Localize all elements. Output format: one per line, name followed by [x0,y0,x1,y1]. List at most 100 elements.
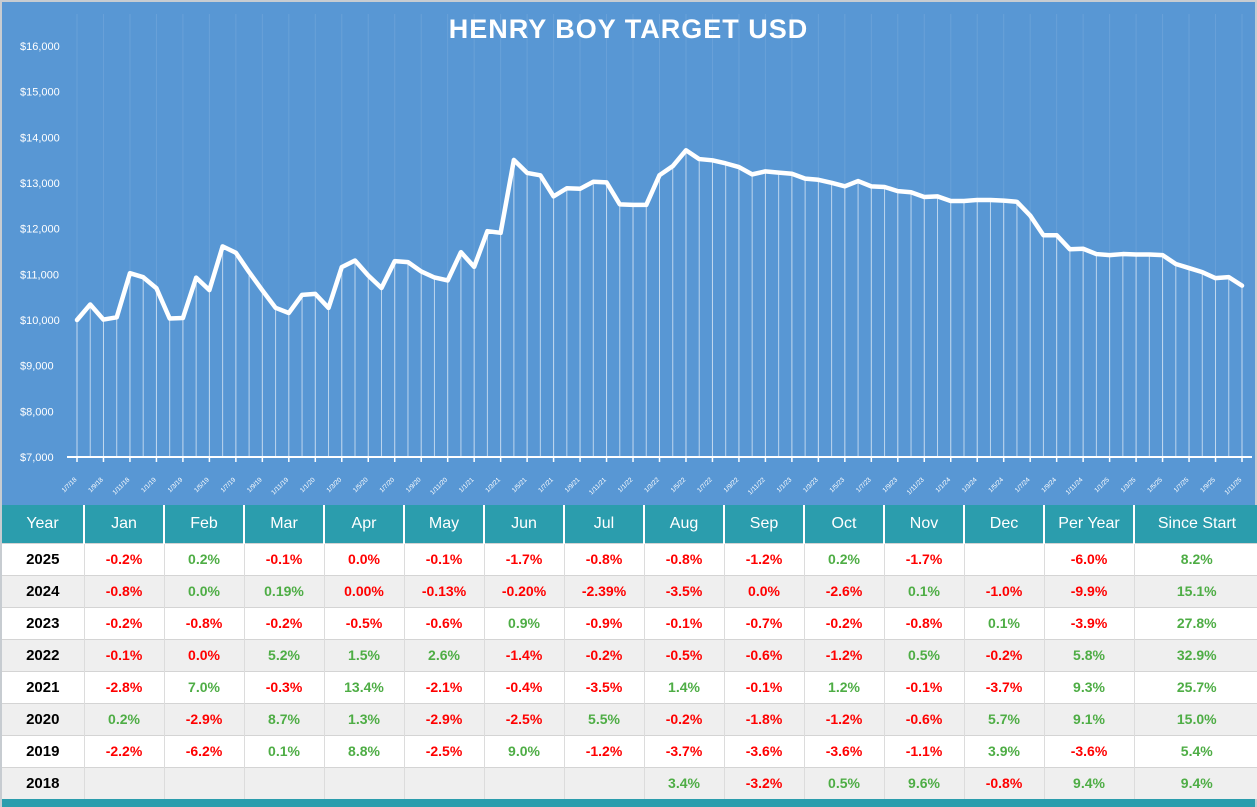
y-tick-label: $11,000 [20,269,59,281]
x-tick-label: 1/9/22 [723,476,741,494]
x-tick-label: 1/7/24 [1014,476,1032,494]
return-cell-2018-apr [324,766,405,799]
column-header-may: May [404,505,485,543]
return-cell-2023-jun: 0.9% [484,606,565,639]
return-cell-2021-since-start: 25.7% [1134,670,1257,703]
equity-chart: HENRY BOY TARGET USD $16,000 $15,000 $14,0… [2,2,1255,505]
x-tick-label: 1/9/18 [87,476,105,494]
x-tick-label: 1/9/21 [564,476,582,494]
year-cell: 2019 [2,734,85,767]
x-axis [67,456,1252,462]
return-cell-2021-oct: 1.2% [804,670,885,703]
return-cell-2020-apr: 1.3% [324,702,405,735]
column-header-since-start: Since Start [1134,505,1257,543]
return-cell-2019-nov: -1.1% [884,734,965,767]
return-cell-2025-feb: 0.2% [164,542,245,575]
table-row-2021: 2021 -2.8% 7.0% -0.3% 13.4% -2.1% -0.4% -3.5% 1.… [2,670,1257,703]
x-tick-label: 1/7/18 [61,476,79,494]
x-tick-label: 1/11/20 [429,476,449,496]
x-tick-label: 1/11/25 [1223,476,1243,496]
return-cell-2018-oct: 0.5% [804,766,885,799]
return-cell-2018-may [404,766,485,799]
return-cell-2018-dec: -0.8% [964,766,1045,799]
table-row-2020: 2020 0.2% -2.9% 8.7% 1.3% -2.9% -2.5% 5.5% -0.2%… [2,702,1257,735]
x-tick-label: 1/3/22 [643,476,661,494]
return-cell-2018-aug: 3.4% [644,766,725,799]
return-cell-2021-feb: 7.0% [164,670,245,703]
drop-lines [76,152,1243,457]
x-tick-label: 1/11/21 [588,476,608,496]
return-cell-2024-sep: 0.0% [724,574,805,607]
return-cell-2021-apr: 13.4% [324,670,405,703]
column-header-mar: Mar [244,505,325,543]
return-cell-2021-sep: -0.1% [724,670,805,703]
return-cell-2019-per-year: -3.6% [1044,734,1135,767]
column-header-per-year: Per Year [1044,505,1135,543]
return-cell-2022-oct: -1.2% [804,638,885,671]
return-cell-2025-may: -0.1% [404,542,485,575]
return-cell-2024-aug: -3.5% [644,574,725,607]
column-header-jan: Jan [84,505,165,543]
x-tick-label: 1/5/25 [1146,476,1164,494]
return-cell-2019-sep: -3.6% [724,734,805,767]
return-cell-2023-jul: -0.9% [564,606,645,639]
return-cell-2025-jul: -0.8% [564,542,645,575]
return-cell-2019-mar: 0.1% [244,734,325,767]
x-tick-label: 1/11/19 [270,476,290,496]
table-row-2024: 2024 -0.8% 0.0% 0.19% 0.00% -0.13% -0.20% -2.39… [2,574,1257,607]
x-tick-label: 1/9/23 [881,476,899,494]
return-cell-2021-dec: -3.7% [964,670,1045,703]
return-cell-2019-jan: -2.2% [84,734,165,767]
year-cell: 2022 [2,638,85,671]
x-tick-label: 1/7/25 [1173,476,1191,494]
x-tick-label: 1/1/24 [934,476,952,494]
x-tick-label: 1/3/25 [1120,476,1138,494]
x-tick-label: 1/3/19 [167,476,185,494]
return-cell-2023-oct: -0.2% [804,606,885,639]
return-cell-2020-jun: -2.5% [484,702,565,735]
return-cell-2025-dec [964,542,1045,575]
return-cell-2023-feb: -0.8% [164,606,245,639]
y-tick-label: $9,000 [20,361,54,373]
return-cell-2018-sep: -3.2% [724,766,805,799]
return-cell-2024-oct: -2.6% [804,574,885,607]
return-cell-2019-may: -2.5% [404,734,485,767]
return-cell-2019-aug: -3.7% [644,734,725,767]
x-tick-label: 1/11/18 [111,476,131,496]
return-cell-2018-since-start: 9.4% [1134,766,1257,799]
x-tick-label: 1/1/23 [776,476,794,494]
return-cell-2024-per-year: -9.9% [1044,574,1135,607]
return-cell-2021-jan: -2.8% [84,670,165,703]
return-cell-2020-may: -2.9% [404,702,485,735]
x-tick-label: 1/3/21 [484,476,502,494]
equity-curve-svg: $16,000 $15,000 $14,000 $13,000 $12,000 $11,0… [20,14,1252,496]
return-cell-2019-dec: 3.9% [964,734,1045,767]
return-cell-2024-mar: 0.19% [244,574,325,607]
return-cell-2025-mar: -0.1% [244,542,325,575]
return-cell-2018-feb [164,766,245,799]
column-header-nov: Nov [884,505,965,543]
return-cell-2024-jun: -0.20% [484,574,565,607]
return-cell-2022-mar: 5.2% [244,638,325,671]
column-header-dec: Dec [964,505,1045,543]
return-cell-2021-aug: 1.4% [644,670,725,703]
return-cell-2018-jun [484,766,565,799]
x-tick-label: 1/11/24 [1065,476,1085,496]
return-cell-2022-sep: -0.6% [724,638,805,671]
return-cell-2025-nov: -1.7% [884,542,965,575]
x-tick-label: 1/1/20 [299,476,317,494]
table-row-2019: 2019 -2.2% -6.2% 0.1% 8.8% -2.5% 9.0% -1.2% -3.7… [2,734,1257,767]
return-cell-2018-jan [84,766,165,799]
return-cell-2025-aug: -0.8% [644,542,725,575]
x-tick-label: 1/1/21 [458,476,476,494]
year-cell: 2020 [2,702,85,735]
return-cell-2025-oct: 0.2% [804,542,885,575]
x-tick-label: 1/1/19 [140,476,158,494]
x-tick-label: 1/9/20 [405,476,423,494]
return-cell-2019-jun: 9.0% [484,734,565,767]
return-cell-2024-since-start: 15.1% [1134,574,1257,607]
return-cell-2021-jun: -0.4% [484,670,565,703]
return-cell-2019-since-start: 5.4% [1134,734,1257,767]
return-cell-2020-jul: 5.5% [564,702,645,735]
return-cell-2019-jul: -1.2% [564,734,645,767]
